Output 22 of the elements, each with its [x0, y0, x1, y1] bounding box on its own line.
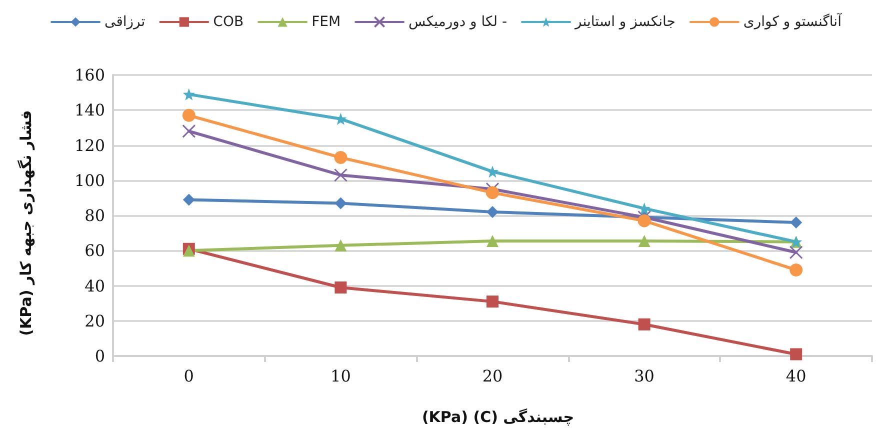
legend-label: ترزاقی — [104, 14, 146, 30]
legend-label: جانکسز و استاینر — [574, 14, 676, 30]
y-axis-title: فشار نگهداری جبهه کار (KPa) — [17, 110, 35, 336]
y-tick-label: 60 — [84, 241, 105, 260]
legend-label: آناگنستو و کواری — [743, 12, 843, 30]
x-tick-label: 10 — [330, 366, 351, 386]
legend-label: لکا و دورمیکس - — [408, 14, 508, 30]
y-tick-label: 80 — [84, 206, 105, 225]
y-tick-label: 40 — [84, 276, 105, 296]
y-tick-label: 140 — [74, 100, 105, 120]
legend-label: COB — [213, 14, 244, 30]
y-tick-label: 160 — [74, 66, 105, 84]
x-tick-label: 40 — [786, 366, 806, 386]
y-tick-label: 0 — [94, 346, 105, 366]
y-tick-label: 100 — [74, 170, 105, 190]
y-tick-label: 20 — [84, 311, 105, 330]
x-tick-label: 30 — [634, 366, 654, 386]
x-tick-label: 20 — [482, 366, 503, 386]
legend-label: FEM — [312, 14, 341, 30]
x-axis-title: چسبندگی (C) (KPa) — [422, 408, 574, 426]
x-tick-label: 0 — [184, 366, 194, 386]
y-tick-label: 120 — [74, 136, 105, 155]
